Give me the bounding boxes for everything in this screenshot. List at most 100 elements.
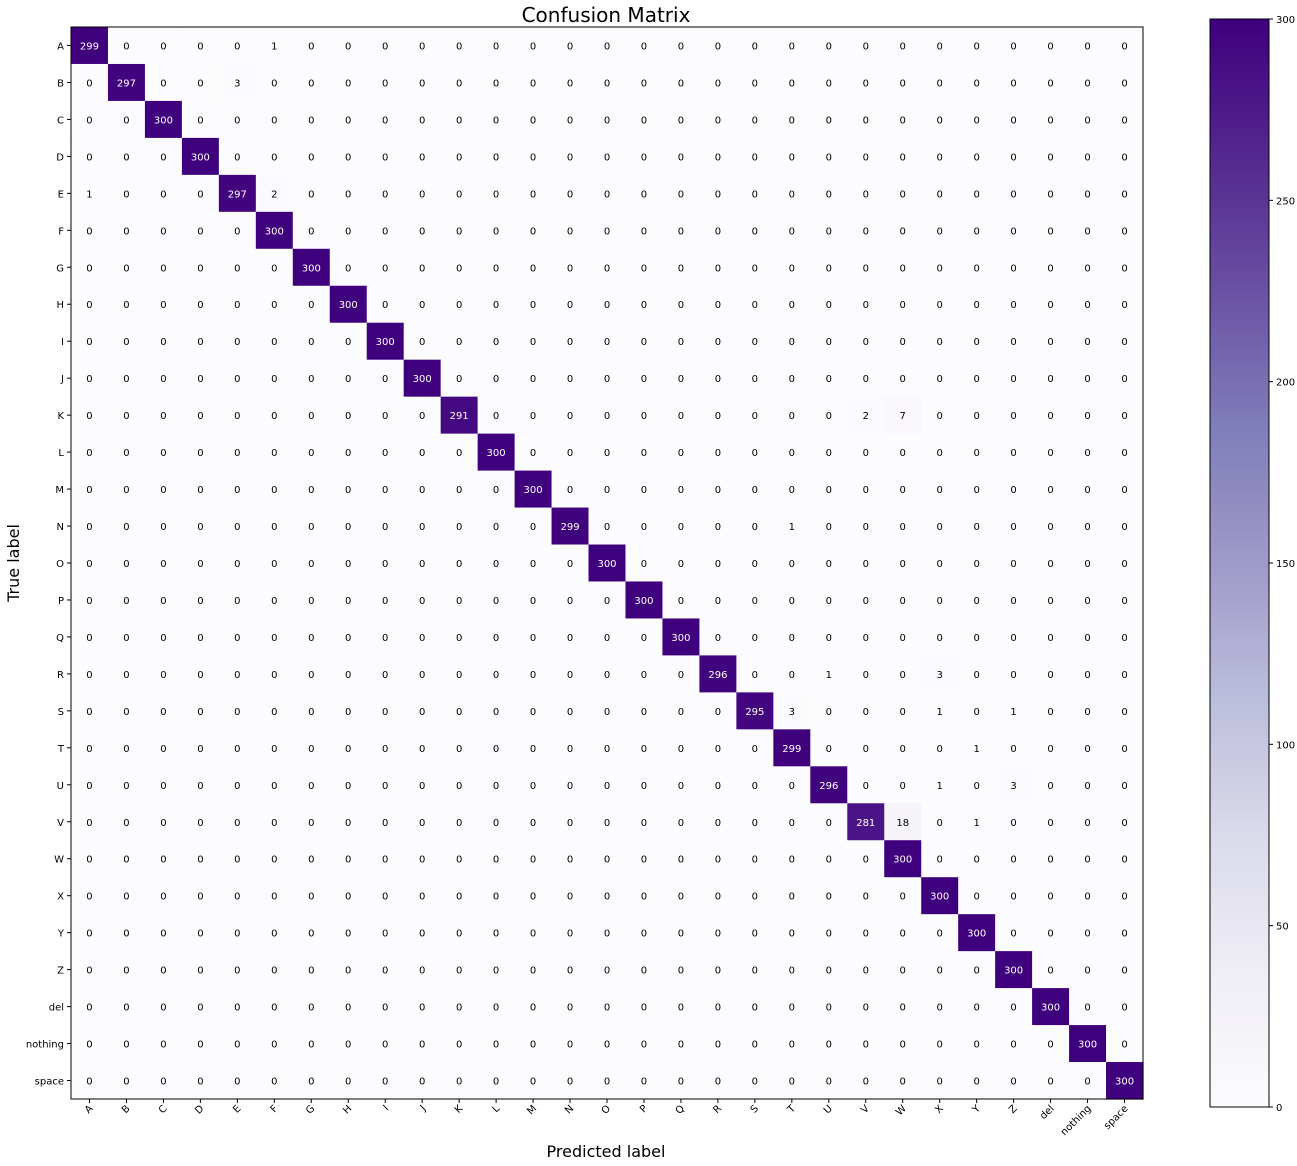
cell-value-label: 0 — [789, 596, 795, 607]
cell-value-label: 0 — [493, 559, 499, 570]
cell-value-label: 0 — [456, 781, 462, 792]
cell-value-label: 0 — [641, 152, 647, 163]
heatmap-cell — [588, 618, 627, 657]
cell-value-label: 0 — [567, 263, 573, 274]
cell-value-label: 0 — [752, 411, 758, 422]
cell-value-label: 0 — [493, 633, 499, 644]
heatmap-cell — [218, 285, 257, 324]
heatmap-cell — [71, 581, 109, 620]
cell-value-label: 0 — [234, 670, 240, 681]
x-tick-label: W — [894, 1103, 909, 1118]
heatmap-cell — [514, 988, 553, 1026]
heatmap-cell — [477, 877, 516, 915]
cell-value-label: 0 — [1047, 818, 1053, 829]
heatmap-cell — [847, 1025, 885, 1063]
heatmap-cell — [1069, 544, 1107, 583]
cell-value-label: 0 — [752, 966, 758, 977]
cell-value-label: 281 — [856, 818, 875, 829]
cell-value-label: 0 — [456, 818, 462, 829]
heatmap-cell — [292, 840, 331, 878]
cell-value-label: 0 — [160, 559, 166, 570]
cell-value-label: 0 — [641, 707, 647, 718]
cell-value-label: 0 — [197, 337, 203, 348]
heatmap-cell — [1069, 951, 1107, 989]
x-tick-label: G — [304, 1103, 317, 1116]
heatmap-cell — [403, 766, 442, 804]
cell-value-label: 0 — [419, 929, 425, 940]
heatmap-cell — [588, 988, 627, 1026]
heatmap-cell — [625, 877, 664, 915]
heatmap-cell — [884, 766, 922, 804]
heatmap-cell — [144, 692, 183, 730]
heatmap-cell — [218, 544, 257, 583]
heatmap-cell — [588, 100, 627, 139]
heatmap-cell — [440, 729, 479, 767]
heatmap-cell — [884, 507, 922, 546]
heatmap-cell — [218, 692, 257, 730]
cell-value-label: 0 — [86, 892, 92, 903]
cell-value-label: 0 — [382, 855, 388, 866]
cell-value-label: 0 — [863, 855, 869, 866]
heatmap-cell — [292, 1025, 331, 1063]
x-tick-label: del — [1038, 1103, 1057, 1122]
cell-value-label: 0 — [271, 892, 277, 903]
heatmap-cell — [144, 27, 183, 65]
heatmap-cell — [921, 470, 959, 509]
heatmap-cell — [144, 507, 183, 546]
cell-value-label: 0 — [863, 189, 869, 200]
heatmap-cell — [181, 1062, 220, 1100]
heatmap-cell — [958, 1062, 996, 1100]
cell-value-label: 0 — [1084, 966, 1090, 977]
cell-value-label: 0 — [382, 707, 388, 718]
heatmap-cell — [329, 211, 368, 250]
heatmap-cell — [847, 63, 885, 102]
colorbar-tick-label: 200 — [1276, 378, 1295, 389]
heatmap-cell — [958, 433, 996, 472]
cell-value-label: 0 — [863, 522, 869, 533]
cell-value-label: 0 — [937, 744, 943, 755]
cell-value-label: 0 — [678, 41, 684, 52]
heatmap-cell — [292, 248, 331, 287]
heatmap-cell — [181, 618, 220, 657]
heatmap-cell — [699, 914, 737, 952]
heatmap-cell — [1069, 396, 1107, 435]
heatmap-cell — [144, 618, 183, 657]
cell-value-label: 0 — [863, 892, 869, 903]
heatmap-cell — [144, 544, 183, 583]
heatmap-cell — [736, 1062, 774, 1100]
cell-value-label: 0 — [752, 633, 758, 644]
heatmap-cell — [144, 840, 183, 878]
cell-value-label: 0 — [752, 300, 758, 311]
cell-value-label: 0 — [456, 892, 462, 903]
heatmap-cell — [958, 618, 996, 657]
cell-value-label: 0 — [937, 1040, 943, 1051]
cell-value-label: 0 — [826, 485, 832, 496]
cell-value-label: 0 — [937, 78, 943, 89]
cell-value-label: 0 — [493, 818, 499, 829]
heatmap-cell — [588, 285, 627, 324]
cell-value-label: 0 — [973, 670, 979, 681]
cell-value-label: 0 — [789, 1077, 795, 1088]
cell-value-label: 0 — [900, 263, 906, 274]
heatmap-cell — [958, 729, 996, 767]
heatmap-cell — [255, 174, 294, 213]
heatmap-cell — [366, 766, 405, 804]
cell-value-label: 0 — [382, 300, 388, 311]
cell-value-label: 0 — [973, 966, 979, 977]
cell-value-label: 0 — [752, 670, 758, 681]
cell-value-label: 0 — [234, 855, 240, 866]
cell-value-label: 0 — [826, 300, 832, 311]
heatmap-cell — [551, 470, 590, 509]
heatmap-cell — [1032, 766, 1070, 804]
heatmap-cell — [736, 285, 774, 324]
cell-value-label: 0 — [863, 781, 869, 792]
heatmap-cell — [699, 322, 737, 361]
heatmap-cell — [810, 729, 848, 767]
heatmap-cell — [1069, 1025, 1107, 1063]
cell-value-label: 0 — [937, 263, 943, 274]
cell-value-label: 0 — [567, 929, 573, 940]
heatmap-cell — [218, 322, 257, 361]
cell-value-label: 2 — [863, 411, 869, 422]
